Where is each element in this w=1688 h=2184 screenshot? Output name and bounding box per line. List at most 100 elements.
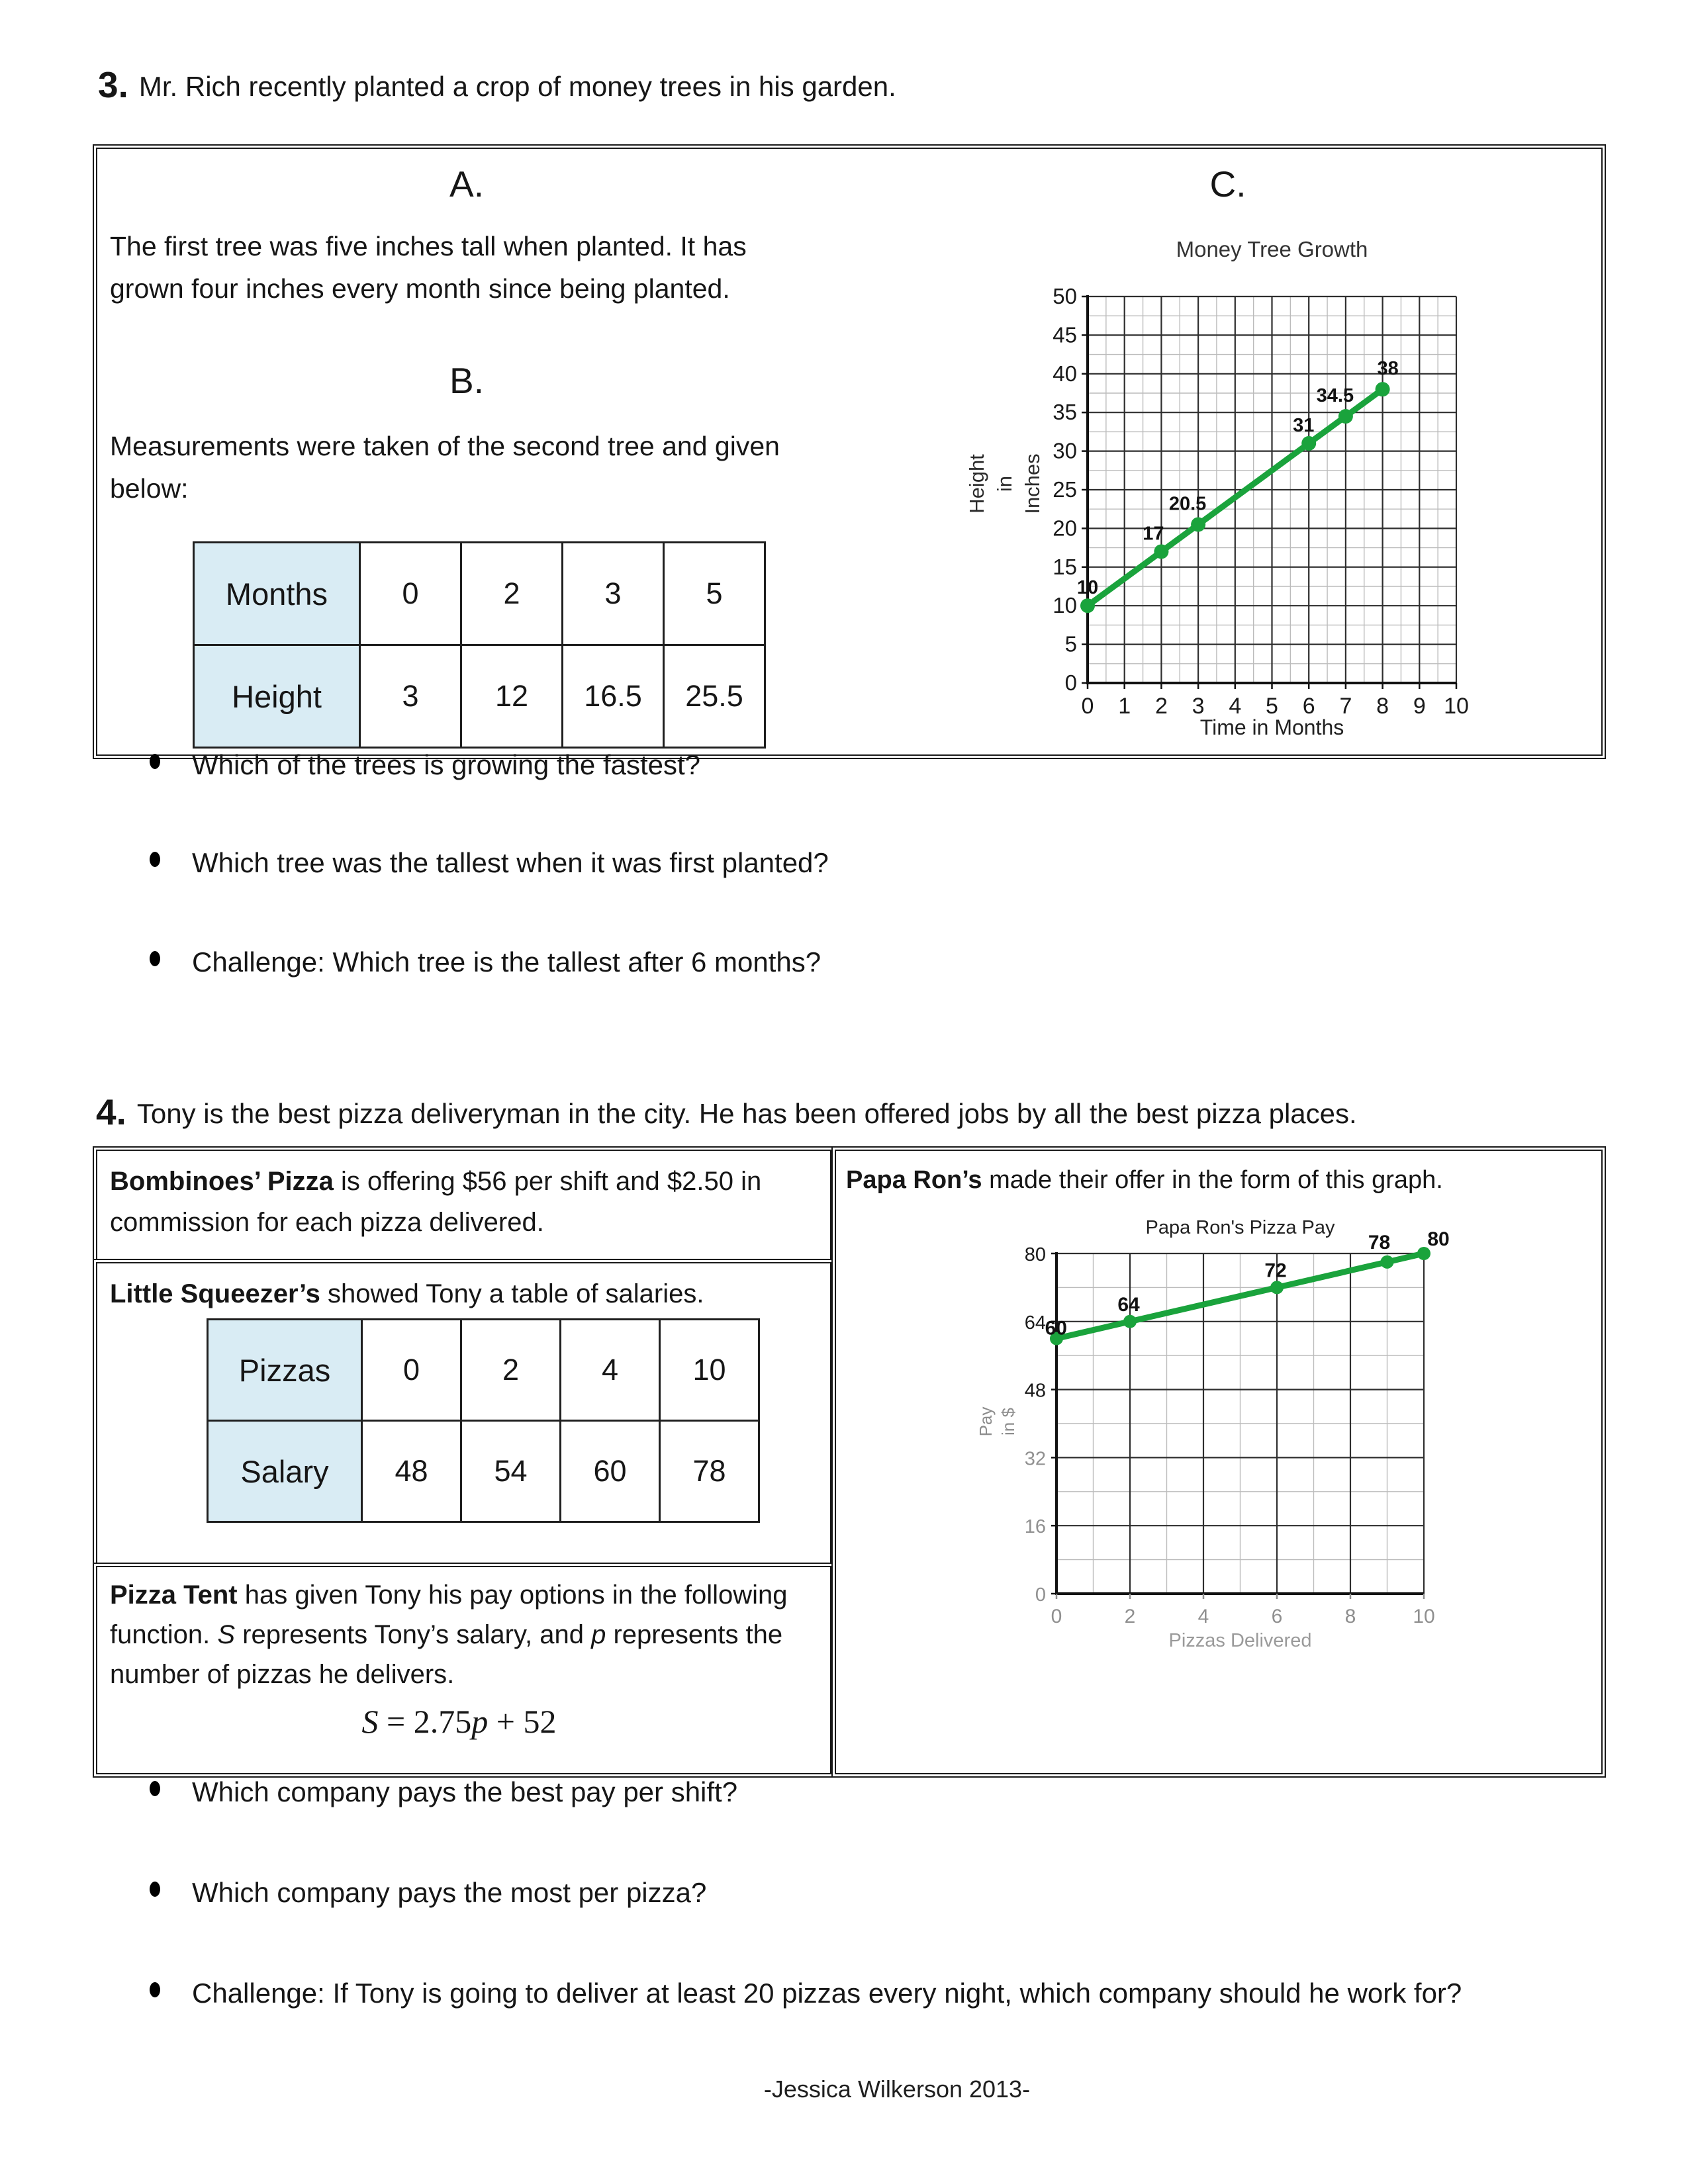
little-squeezers-table: Pizzas 0 2 4 10 Salary 48 54 60 78 xyxy=(207,1318,760,1523)
q3-bullet-2: Which tree was the tallest when it was f… xyxy=(150,843,1573,883)
table-cell: 10 xyxy=(659,1318,760,1422)
table-row: Months 0 2 3 5 xyxy=(193,541,766,646)
table-cell: 3 xyxy=(561,541,665,646)
pizza-tent-text: Pizza Tent has given Tony his pay option… xyxy=(110,1575,809,1694)
papa-rons-y-axis-label: Pay in $ xyxy=(976,1406,1018,1437)
table-cell: 0 xyxy=(361,1318,462,1422)
svg-text:20: 20 xyxy=(1053,516,1077,540)
svg-text:31: 31 xyxy=(1293,415,1314,436)
bombinoes-rest: is offering $56 per shift and $2.50 in c… xyxy=(110,1167,762,1237)
svg-text:38: 38 xyxy=(1377,358,1398,379)
money-tree-y-axis-label: Height in Inches xyxy=(965,453,1044,514)
svg-text:50: 50 xyxy=(1053,284,1077,308)
svg-text:78: 78 xyxy=(1368,1232,1390,1253)
table-row: Pizzas 0 2 4 10 xyxy=(207,1318,760,1422)
table-cell: 60 xyxy=(559,1420,661,1523)
svg-text:16: 16 xyxy=(1025,1516,1046,1537)
table-row: Height 3 12 16.5 25.5 xyxy=(193,644,766,749)
svg-text:32: 32 xyxy=(1025,1448,1046,1469)
svg-text:7: 7 xyxy=(1339,694,1352,719)
table-header-height: Height xyxy=(193,644,361,749)
svg-text:17: 17 xyxy=(1143,523,1164,544)
question-3-heading: 3. Mr. Rich recently planted a crop of mo… xyxy=(98,64,896,106)
svg-text:15: 15 xyxy=(1053,555,1077,579)
question-4-heading: 4. Tony is the best pizza deliveryman in … xyxy=(96,1091,1357,1133)
q4-bullet-3-text: Challenge: If Tony is going to deliver a… xyxy=(192,1978,1462,2009)
table-row: Salary 48 54 60 78 xyxy=(207,1420,760,1523)
section-c-label: C. xyxy=(1209,163,1246,205)
svg-text:10: 10 xyxy=(1077,577,1098,598)
bombinoes-text: Bombinoes’ Pizza is offering $56 per shi… xyxy=(110,1161,814,1243)
papa-rons-box xyxy=(831,1146,1606,1778)
pizza-tent-var-s: S xyxy=(217,1620,236,1649)
svg-text:5: 5 xyxy=(1065,632,1077,657)
svg-text:45: 45 xyxy=(1053,322,1077,347)
q3-bullet-1: Which of the trees is growing the fastes… xyxy=(150,745,1573,785)
svg-text:8: 8 xyxy=(1345,1606,1356,1627)
svg-text:2: 2 xyxy=(1125,1606,1136,1627)
bullet-dot-icon xyxy=(150,1781,160,1796)
svg-text:5: 5 xyxy=(1266,694,1278,719)
pizza-tent-var-p: p xyxy=(591,1620,606,1649)
svg-text:10: 10 xyxy=(1444,694,1469,719)
tree-b-table: Months 0 2 3 5 Height 3 12 16.5 25.5 xyxy=(193,541,766,749)
svg-text:0: 0 xyxy=(1051,1606,1062,1627)
table-cell: 54 xyxy=(460,1420,561,1523)
table-header-pizzas: Pizzas xyxy=(207,1318,363,1422)
svg-text:3: 3 xyxy=(1192,694,1205,719)
table-cell: 2 xyxy=(460,541,563,646)
svg-text:35: 35 xyxy=(1053,400,1077,424)
section-a-text: The first tree was five inches tall when… xyxy=(110,231,747,304)
svg-text:Pizzas Delivered: Pizzas Delivered xyxy=(1169,1630,1312,1651)
svg-text:8: 8 xyxy=(1376,694,1389,719)
svg-text:25: 25 xyxy=(1053,477,1077,502)
svg-text:Time in Months: Time in Months xyxy=(1200,715,1344,739)
pizza-tent-t3: represents the number of pizzas he deliv… xyxy=(110,1620,783,1689)
table-cell: 3 xyxy=(359,644,462,749)
svg-text:0: 0 xyxy=(1035,1584,1046,1606)
section-b-text: Measurements were taken of the second tr… xyxy=(110,431,780,504)
svg-text:4: 4 xyxy=(1229,694,1241,719)
formula-eq: = 2.75 xyxy=(378,1703,472,1740)
question-4-text: Tony is the best pizza deliveryman in th… xyxy=(136,1098,1357,1129)
papa-rons-rest: made their offer in the form of this gra… xyxy=(982,1166,1443,1194)
svg-text:20.5: 20.5 xyxy=(1169,494,1206,515)
little-squeezers-name: Little Squeezer’s xyxy=(110,1279,320,1308)
svg-text:72: 72 xyxy=(1264,1259,1286,1281)
table-header-months: Months xyxy=(193,541,361,646)
svg-text:10: 10 xyxy=(1053,593,1077,617)
q4-bullet-2: Which company pays the most per pizza? xyxy=(150,1873,1553,1913)
formula-p: p xyxy=(471,1703,489,1740)
q3-bullet-3: Challenge: Which tree is the tallest aft… xyxy=(150,942,1573,982)
q3-bullet-1-text: Which of the trees is growing the fastes… xyxy=(192,749,701,780)
pizza-tent-formula: S = 2.75p + 52 xyxy=(93,1702,825,1741)
q4-bullet-1-text: Which company pays the best pay per shif… xyxy=(192,1776,738,1807)
pizza-tent-name: Pizza Tent xyxy=(110,1580,238,1610)
svg-text:6: 6 xyxy=(1303,694,1315,719)
little-squeezers-text: Little Squeezer’s showed Tony a table of… xyxy=(110,1273,814,1314)
table-cell: 12 xyxy=(460,644,563,749)
bullet-dot-icon xyxy=(150,852,160,867)
papa-rons-name: Papa Ron’s xyxy=(846,1166,982,1194)
question-3-number: 3. xyxy=(98,64,128,105)
svg-text:48: 48 xyxy=(1025,1381,1046,1402)
svg-text:80: 80 xyxy=(1025,1244,1046,1265)
formula-rest: + 52 xyxy=(488,1703,557,1740)
table-cell: 5 xyxy=(663,541,766,646)
svg-text:10: 10 xyxy=(1413,1606,1434,1627)
q3-bullet-2-text: Which tree was the tallest when it was f… xyxy=(192,847,829,878)
q3-bullet-3-text: Challenge: Which tree is the tallest aft… xyxy=(192,946,821,978)
papa-rons-pizza-pay-chart: 0 2 4 6 8 10 0 16 32 48 64 80 Papa Ron's Pizza Pay Pi… xyxy=(1025,1217,1450,1651)
papa-rons-text: Papa Ron’s made their offer in the form … xyxy=(846,1161,1587,1199)
table-cell: 0 xyxy=(359,541,462,646)
svg-text:9: 9 xyxy=(1413,694,1426,719)
pizza-tent-t1: has given Tony his pay options in the fo… xyxy=(110,1580,788,1649)
question-4-number: 4. xyxy=(96,1091,126,1132)
svg-text:Money Tree Growth: Money Tree Growth xyxy=(1176,237,1368,261)
svg-text:80: 80 xyxy=(1427,1228,1449,1250)
pizza-tent-t2: represents Tony’s salary, and xyxy=(235,1620,592,1649)
bullet-dot-icon xyxy=(150,754,160,769)
svg-text:2: 2 xyxy=(1155,694,1168,719)
